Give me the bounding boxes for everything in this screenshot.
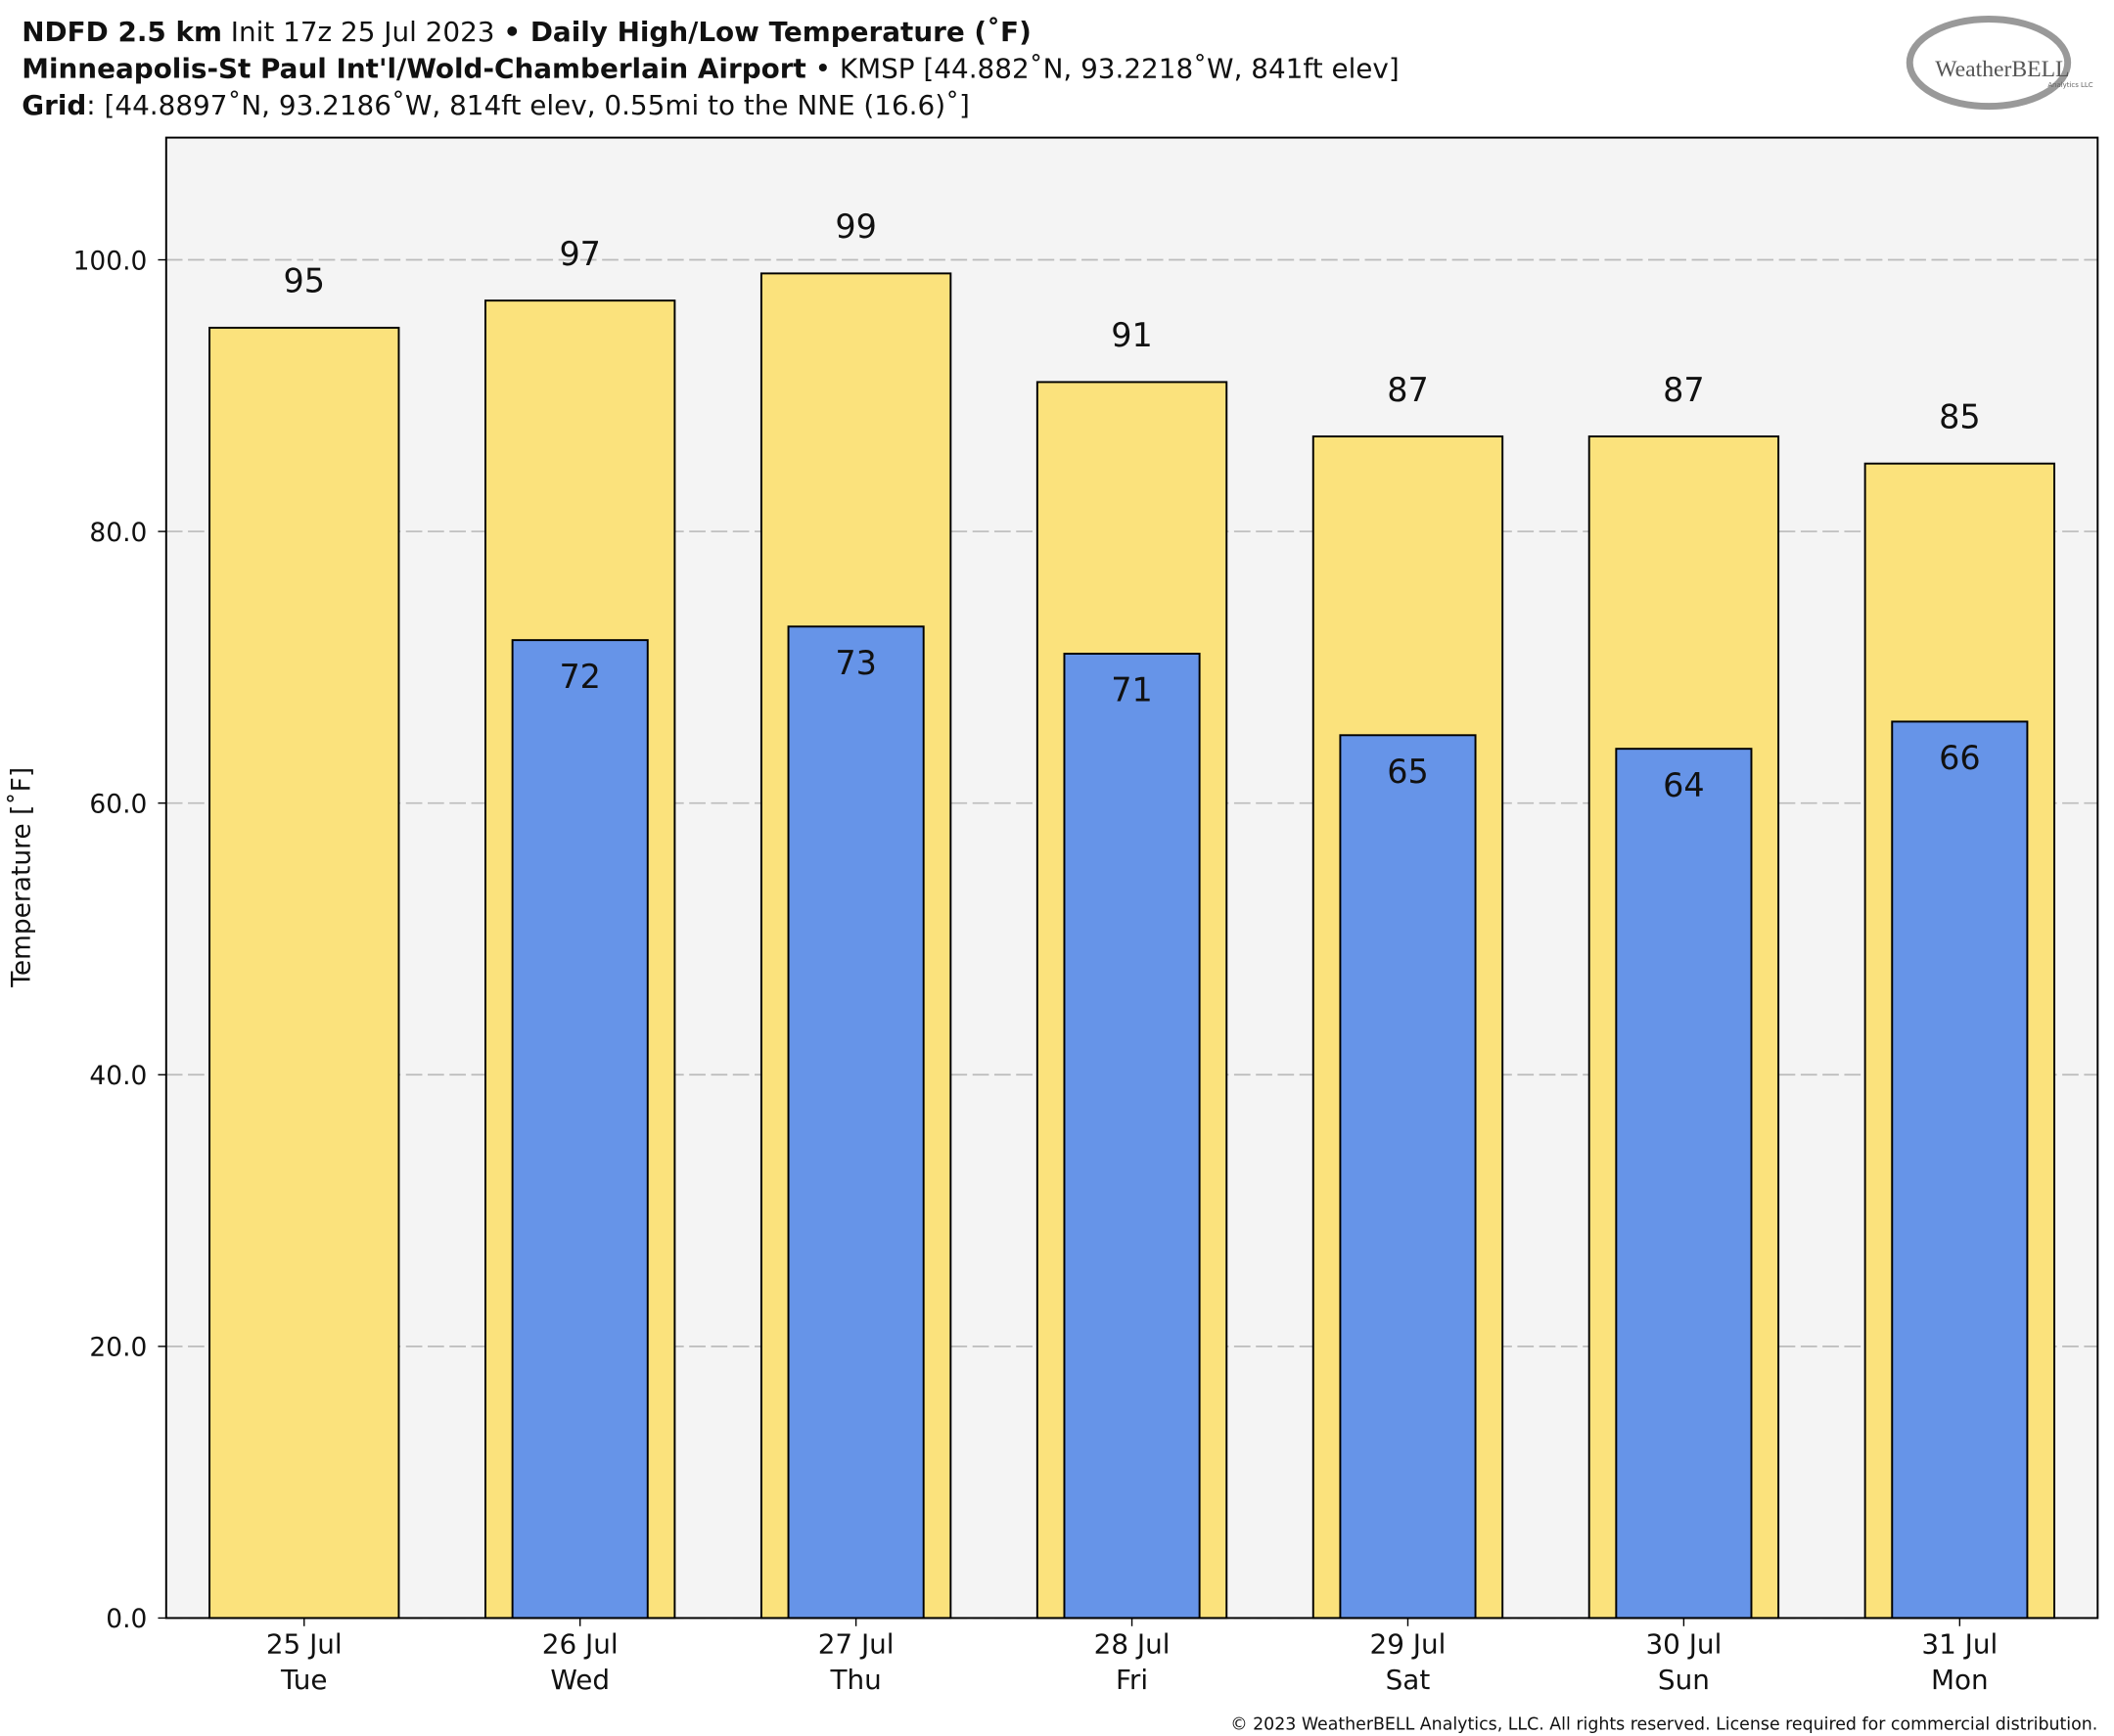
low-bar <box>1891 720 2029 1620</box>
x-tick-label: Wed <box>550 1664 610 1696</box>
title-bold: Grid <box>22 89 86 121</box>
x-tick-label: 27 Jul <box>818 1628 895 1661</box>
x-tick-label: Tue <box>280 1664 328 1696</box>
x-tick-label: 25 Jul <box>266 1628 343 1661</box>
value-label: 66 <box>1939 739 1980 777</box>
title-line: Minneapolis-St Paul Int'l/Wold-Chamberla… <box>22 52 1399 84</box>
low-bar <box>1339 734 1477 1620</box>
title-bold: NDFD 2.5 km <box>22 16 222 48</box>
value-label: 73 <box>835 644 877 682</box>
logo-sub: Analytics LLC <box>2047 81 2092 89</box>
value-label: 71 <box>1111 671 1153 709</box>
y-tick-label: 20.0 <box>89 1333 147 1363</box>
low-bar <box>1615 748 1753 1620</box>
value-label: 97 <box>559 235 601 273</box>
y-tick-label: 60.0 <box>89 789 147 819</box>
x-tick-label: Thu <box>829 1664 881 1696</box>
title-bold: • Daily High/Low Temperature (˚F) <box>503 16 1031 48</box>
logo: WeatherBELL Analytics LLC <box>1906 16 2093 111</box>
x-tick-label: Sat <box>1386 1664 1431 1696</box>
value-label: 64 <box>1663 766 1704 804</box>
x-tick-label: 26 Jul <box>542 1628 619 1661</box>
y-tick-label: 80.0 <box>89 518 147 548</box>
title-line: Grid: [44.8897˚N, 93.2186˚W, 814ft elev,… <box>22 89 970 121</box>
x-tick-label: 29 Jul <box>1370 1628 1447 1661</box>
low-bar <box>1063 653 1201 1620</box>
low-bar <box>787 625 925 1620</box>
value-label: 91 <box>1111 316 1153 354</box>
value-label: 99 <box>835 207 877 246</box>
logo-text: WeatherBELL <box>1935 57 2069 82</box>
value-label: 87 <box>1663 371 1704 409</box>
x-tick-label: Mon <box>1931 1664 1989 1696</box>
high-bar <box>208 326 400 1620</box>
title-text: : [44.8897˚N, 93.2186˚W, 814ft elev, 0.5… <box>86 89 970 121</box>
x-tick-label: 31 Jul <box>1921 1628 1998 1661</box>
y-axis-label: Temperature [˚F] <box>7 767 37 988</box>
x-tick-label: 28 Jul <box>1094 1628 1171 1661</box>
y-tick-label: 40.0 <box>89 1061 147 1091</box>
title-text: • KMSP [44.882˚N, 93.2218˚W, 841ft elev] <box>806 52 1400 84</box>
title-text: Init 17z 25 Jul 2023 <box>222 16 503 48</box>
value-label: 95 <box>284 262 325 300</box>
x-tick-label: 30 Jul <box>1645 1628 1722 1661</box>
low-bar <box>511 639 649 1620</box>
value-label: 72 <box>559 658 601 696</box>
x-tick-label: Fri <box>1116 1664 1148 1696</box>
value-label: 85 <box>1939 398 1980 436</box>
title-bold: Minneapolis-St Paul Int'l/Wold-Chamberla… <box>22 52 805 84</box>
y-tick-label: 100.0 <box>73 246 148 276</box>
value-label: 65 <box>1387 753 1429 791</box>
logo-swirl <box>1906 16 2072 111</box>
footer: © 2023 WeatherBELL Analytics, LLC. All r… <box>1230 1715 2097 1735</box>
title-line: NDFD 2.5 km Init 17z 25 Jul 2023 • Daily… <box>22 16 1032 48</box>
x-tick-label: Sun <box>1658 1664 1710 1696</box>
value-label: 87 <box>1387 371 1429 409</box>
y-tick-label: 0.0 <box>106 1604 147 1634</box>
